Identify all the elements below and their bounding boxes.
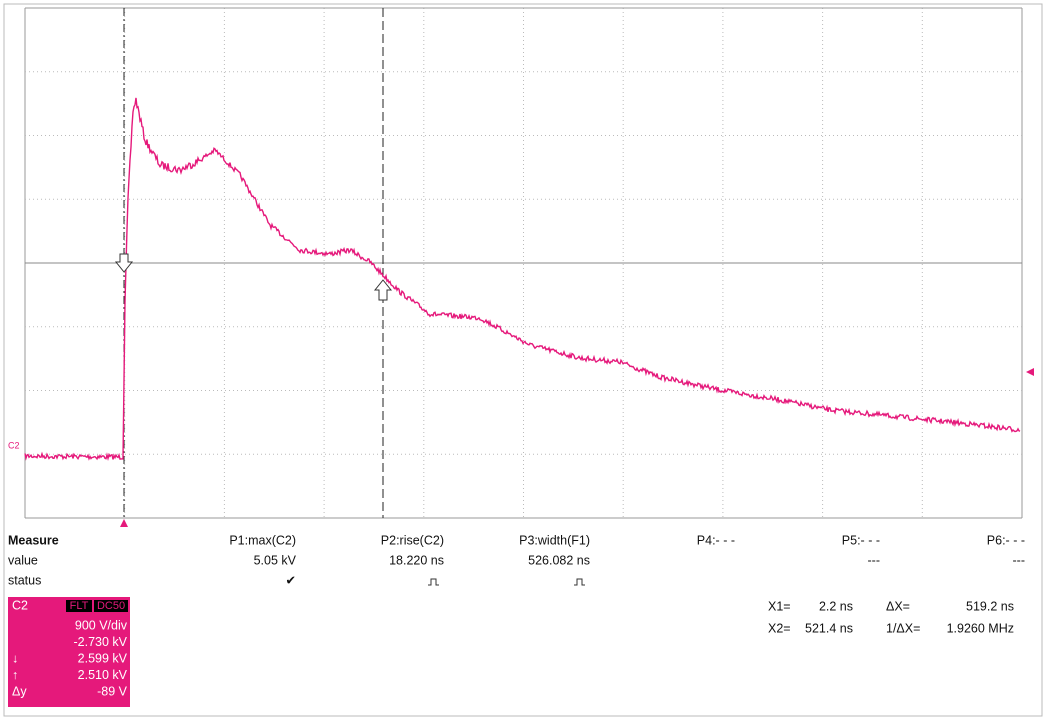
channel-value: 2.599 kV — [78, 651, 128, 665]
channel-value: -2.730 kV — [73, 635, 127, 649]
channel-name: C2 — [12, 598, 28, 612]
badge — [94, 600, 128, 612]
badge-text: DC50 — [97, 600, 125, 612]
badge — [66, 600, 92, 612]
channel-value: 2.510 kV — [78, 668, 128, 682]
measure-value: 5.05 kV — [254, 553, 297, 567]
cursor-readout: X1= — [768, 599, 791, 613]
cursor-readout: 519.2 ns — [966, 599, 1014, 613]
trigger-marker — [120, 519, 128, 527]
channel-value: -89 V — [97, 684, 128, 698]
measure-value: --- — [1013, 553, 1026, 567]
level-marker — [1026, 368, 1034, 376]
measure-header: P3:width(F1) — [519, 533, 590, 547]
measure-value: --- — [868, 553, 881, 567]
graticule — [24, 7, 1023, 519]
measure-header: P6:- - - — [987, 533, 1025, 547]
channel-prefix: ↑ — [12, 668, 18, 682]
status-check: ✔ — [286, 573, 296, 587]
channel-value: 900 V/div — [75, 618, 128, 632]
channel-prefix: Δy — [12, 684, 27, 698]
channel-prefix: ↓ — [12, 651, 18, 665]
cursor-arrow-1 — [114, 253, 134, 273]
status-pulse — [428, 578, 439, 586]
measure-header: P5:- - - — [842, 533, 880, 547]
measure-header: P1:max(C2) — [229, 533, 296, 547]
cursor-readout: 1/ΔX= — [886, 621, 920, 635]
measure-value: 526.082 ns — [528, 553, 590, 567]
cursor-readout: 521.4 ns — [805, 621, 853, 635]
measure-value: 18.220 ns — [389, 553, 444, 567]
cursor-arrow-2 — [373, 279, 393, 301]
trace-label: C2 — [8, 440, 20, 450]
cursor-readout: X2= — [768, 621, 791, 635]
status-label: status — [8, 573, 41, 587]
cursor-readout: 2.2 ns — [819, 599, 853, 613]
measure-title: Measure — [8, 533, 59, 547]
cursor-readout: 1.9260 MHz — [947, 621, 1014, 635]
cursor-readout: ΔX= — [886, 599, 910, 613]
measure-header: P4:- - - — [697, 533, 735, 547]
value-label: value — [8, 553, 38, 567]
measure-header: P2:rise(C2) — [381, 533, 444, 547]
badge-text: FLT — [70, 600, 89, 612]
channel-box — [8, 597, 130, 707]
status-pulse — [574, 578, 585, 586]
waveform — [24, 97, 1021, 462]
